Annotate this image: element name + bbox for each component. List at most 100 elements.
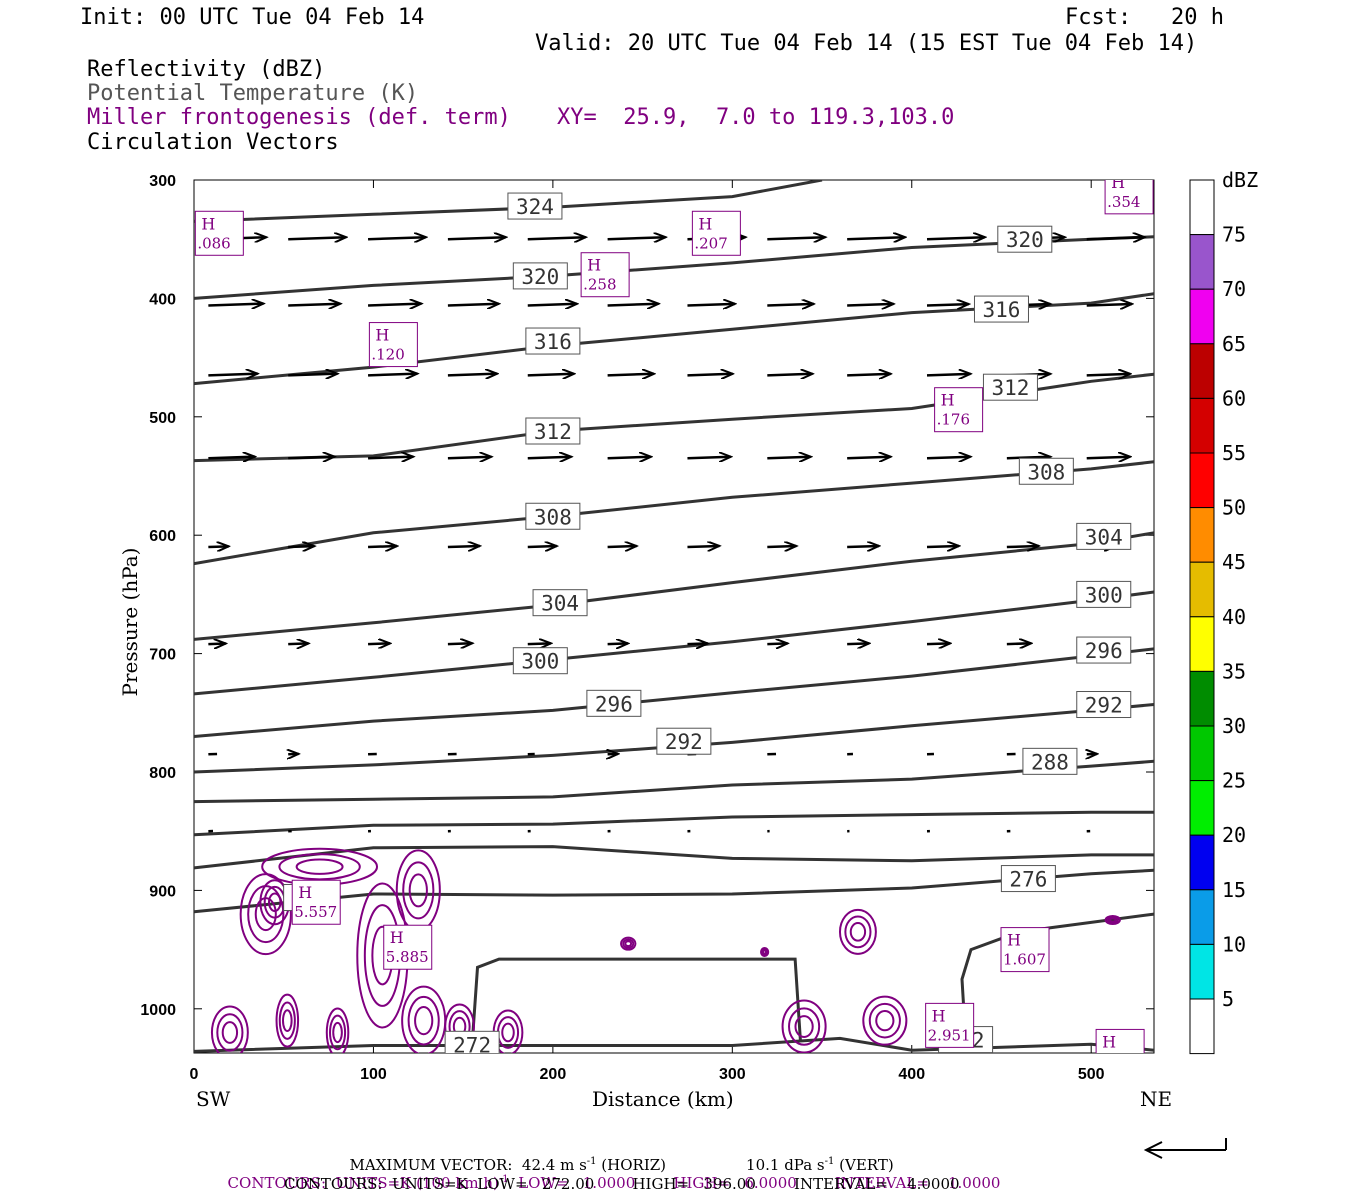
fronto-contour — [402, 861, 435, 920]
fronto-contour — [210, 1005, 249, 1053]
x-axis-title: Distance (km) — [592, 1087, 734, 1111]
colorbar-level-label: 30 — [1222, 714, 1246, 738]
theta-label-box — [525, 327, 581, 355]
fronto-contour — [760, 946, 770, 957]
theta-contour-284 — [194, 810, 1154, 837]
circulation-vector — [447, 374, 497, 376]
x-tick-label: 100 — [360, 1066, 387, 1083]
theta-label-box — [656, 727, 712, 755]
fronto-max-box — [368, 322, 418, 368]
theta-label-324: 324 — [516, 195, 554, 219]
circulation-vector — [527, 457, 572, 459]
fronto-max-value: .120 — [371, 346, 404, 364]
fronto-max-value: 1.607 — [1003, 951, 1046, 969]
y-tick-label: 700 — [149, 647, 176, 664]
colorbar-band — [1189, 507, 1215, 563]
forecast-hour: Fcst: 20 h — [1065, 5, 1224, 30]
circulation-vector — [447, 304, 499, 306]
colorbar-level-label: 15 — [1222, 878, 1246, 902]
circulation-vector — [847, 457, 891, 459]
colorbar-level-label: 60 — [1222, 386, 1246, 410]
fronto-contour — [794, 1015, 814, 1038]
fronto-max-value: 1.567 — [1098, 1052, 1141, 1070]
fronto-max-value: 5.557 — [294, 903, 337, 921]
x-axis-ne-label: NE — [1140, 1087, 1173, 1111]
theta-contour-276 — [194, 868, 1154, 914]
fronto-max-box — [194, 210, 244, 256]
circulation-vector — [767, 457, 811, 459]
y-tick-label: 900 — [149, 883, 176, 900]
colorbar-level-label: 50 — [1222, 496, 1246, 520]
fronto-max-h: H — [587, 256, 601, 275]
circulation-vector — [368, 374, 417, 376]
colorbar-band — [1189, 179, 1215, 236]
colorbar-level-label: 40 — [1222, 605, 1246, 629]
plot-frame — [193, 179, 1155, 1054]
circulation-vector — [767, 374, 812, 376]
circulation-vector — [767, 304, 813, 306]
circulation-vector — [607, 237, 666, 239]
theta-contour-280 — [194, 845, 1154, 870]
fronto-max-box — [1095, 1028, 1145, 1053]
theta-label-308: 308 — [534, 505, 572, 529]
theta-label-box — [1076, 636, 1132, 664]
fronto-max-box — [934, 387, 984, 433]
circulation-vector — [767, 643, 787, 644]
colorbar-band — [1189, 889, 1215, 945]
x-axis-sw-label: SW — [196, 1087, 231, 1111]
circulation-vector — [1086, 374, 1131, 376]
theta-label-box — [973, 295, 1029, 323]
circulation-vector — [847, 374, 891, 376]
theta-label-308: 308 — [1027, 460, 1065, 484]
fronto-contour — [1106, 916, 1119, 924]
init-time: Init: 00 UTC Tue 04 Feb 14 — [80, 5, 425, 30]
circulation-vector — [926, 643, 950, 644]
theta-label-box — [1076, 522, 1132, 550]
colorbar-band — [1189, 834, 1215, 891]
circulation-vector — [847, 304, 893, 306]
circulation-vector — [368, 643, 390, 644]
circulation-vector — [687, 546, 719, 547]
fronto-contour — [624, 940, 633, 948]
circulation-vector — [447, 643, 472, 644]
theta-contour-312 — [194, 372, 1154, 463]
fronto-contour — [329, 1014, 347, 1051]
circulation-vector — [1086, 237, 1145, 239]
theta-label-box — [1018, 457, 1074, 485]
circulation-vector — [607, 546, 637, 547]
fronto-max-value: .258 — [583, 276, 616, 294]
y-tick-label: 1000 — [140, 1002, 176, 1019]
fronto-contour — [268, 892, 282, 913]
fronto-contour — [282, 1009, 293, 1033]
circulation-vector — [847, 546, 879, 547]
colorbar-band — [1189, 343, 1215, 399]
theta-contour-272-dome — [470, 957, 803, 1045]
fronto-max-value: .207 — [694, 234, 727, 252]
x-tick-label: 300 — [719, 1066, 746, 1083]
theta-label-box — [1076, 580, 1132, 608]
circulation-vector — [607, 643, 628, 644]
fronto-max-value: .176 — [937, 411, 970, 429]
colorbar-level-label: 70 — [1222, 277, 1246, 301]
theta-label-292: 292 — [665, 730, 703, 754]
colorbar-band — [1189, 998, 1215, 1055]
theta-label-box — [444, 1030, 500, 1053]
theta-contour-308 — [194, 460, 1154, 566]
circulation-vector — [1086, 304, 1132, 306]
circulation-vector — [687, 374, 732, 376]
fronto-contour — [620, 936, 637, 951]
circulation-vector — [288, 374, 337, 376]
theta-label-320: 320 — [1006, 228, 1044, 252]
fronto-contour — [788, 1007, 821, 1046]
circulation-vector — [926, 546, 959, 547]
y-tick-label: 300 — [149, 173, 176, 190]
fronto-contour — [216, 1013, 244, 1052]
circulation-vector — [208, 546, 228, 547]
plot-content: 324 320 320 316 316 312 312 308 308 304 304 300 300 2… — [194, 180, 1154, 1070]
colorbar-level-label: 65 — [1222, 332, 1246, 356]
circulation-vector — [208, 374, 257, 376]
theta-contour-288 — [194, 759, 1154, 804]
field-circulation-vectors: Circulation Vectors — [87, 130, 339, 155]
theta-contour-296 — [194, 647, 1154, 738]
circulation-vector — [527, 643, 551, 644]
